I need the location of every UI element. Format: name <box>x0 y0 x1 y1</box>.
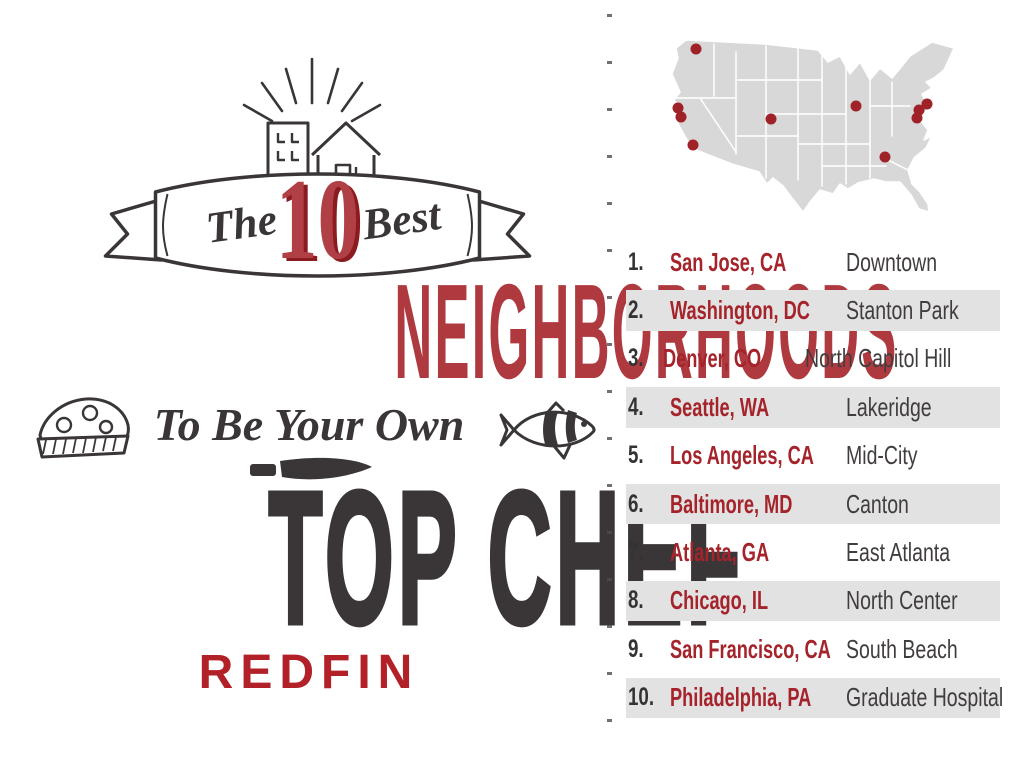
title-art-panel: The 10 10 Best NEIGHBORHOODS <box>0 57 896 700</box>
list-item: 2. Washington, DC Stanton Park <box>626 286 1000 335</box>
city-name: Baltimore, MD <box>670 488 793 519</box>
headline: NEIGHBORHOODS <box>0 264 896 399</box>
neighborhood-name: North Capitol Hill <box>804 343 952 374</box>
list-item: 3. Denver, CO North Capitol Hill <box>626 335 1000 383</box>
sun-rays-icon <box>242 57 382 123</box>
map-dot: San Jose, CA <box>675 111 687 123</box>
neighborhood-name: Mid-City <box>846 440 918 471</box>
neighborhood-name: Stanton Park <box>846 295 959 326</box>
ribbon-tail-right <box>471 198 532 262</box>
neighborhood-name: North Center <box>846 585 958 616</box>
neighborhood-name: South Beach <box>846 633 958 664</box>
map-dot: Washington, DC <box>911 112 923 124</box>
rank-number: 6. <box>628 489 644 518</box>
city-name: Chicago, IL <box>670 585 769 616</box>
rank-number: 8. <box>628 586 644 615</box>
neighborhood-name: Graduate Hospital <box>846 682 1004 713</box>
knife-icon <box>250 457 372 480</box>
banner-word-the: The <box>203 194 280 252</box>
ribbon-crease-right <box>466 193 473 257</box>
neighborhood-name: Canton <box>846 488 909 519</box>
city-name: San Francisco, CA <box>670 633 831 664</box>
crust-hatching <box>42 436 117 455</box>
subtitle: To Be Your Own <box>0 398 618 451</box>
city-name: Philadelphia, PA <box>670 682 812 713</box>
map-dot: Atlanta, GA <box>879 151 891 163</box>
map-dots: Seattle, WA San Francisco, CASan Jose, CA… <box>672 43 933 163</box>
knife-blade <box>280 457 372 480</box>
rank-number: 4. <box>628 392 644 421</box>
subtitle-text: To Be Your Own <box>153 399 465 450</box>
fish-icon <box>499 401 596 460</box>
banner-number-shadow: 10 <box>280 160 364 285</box>
banner-word-best: Best <box>358 190 445 250</box>
ribbon-banner-icon: The 10 10 Best <box>103 160 532 285</box>
knife-handle <box>250 464 276 476</box>
map-dot: Philadelphia, PA <box>921 98 933 110</box>
svg-text:10: 10 <box>280 160 364 285</box>
house-icon <box>310 121 382 185</box>
map-dot: Chicago, IL <box>850 100 862 112</box>
rank-number: 2. <box>628 296 644 325</box>
city-name: Atlanta, GA <box>670 537 770 568</box>
svg-text:10: 10 <box>276 160 360 283</box>
rank-number: 1. <box>628 247 644 276</box>
pizza-icon <box>36 397 130 459</box>
ribbon-crease-left <box>162 193 169 257</box>
map-dot: Denver, CO <box>765 113 777 125</box>
rank-number: 10. <box>628 683 655 712</box>
list-item: 4. Seattle, WA Lakeridge <box>626 383 1000 432</box>
tower-windows <box>276 133 299 162</box>
list-item: 10. Philadelphia, PA Graduate Hospital <box>626 673 1003 722</box>
neighborhood-name: Lakeridge <box>846 391 932 422</box>
map-dot: Los Angeles, CA <box>687 139 699 151</box>
neighborhood-name: East Atlanta <box>846 537 951 568</box>
list-item: 1. San Jose, CA Downtown <box>626 238 1000 286</box>
rank-number: 7. <box>628 538 644 567</box>
list-item: 5. Los Angeles, CA Mid-City <box>626 432 1000 480</box>
neighborhood-ranking-list: 1. San Jose, CA Downtown 2. Washington, … <box>626 238 1003 722</box>
city-name: Los Angeles, CA <box>670 440 814 471</box>
list-item: 6. Baltimore, MD Canton <box>626 479 1000 529</box>
map-dot: Seattle, WA <box>690 43 702 55</box>
list-item: 7. Atlanta, GA East Atlanta <box>626 528 1000 576</box>
city-name: Denver, CO <box>663 343 762 374</box>
us-map-outline <box>671 39 955 213</box>
main-title: TOP CHEF <box>0 462 742 656</box>
ribbon-band <box>153 172 482 278</box>
banner-number: 10 <box>276 160 360 283</box>
map-dot: San Francisco, CA <box>672 102 684 114</box>
list-item: 8. Chicago, IL North Center <box>626 576 1000 626</box>
ribbon-tail-left <box>103 198 164 262</box>
fish-eye <box>581 421 587 427</box>
state-borders <box>672 43 911 187</box>
brand-logo-text: REDFIN <box>198 646 420 699</box>
rank-number: 3. <box>628 344 644 373</box>
city-name: Seattle, WA <box>670 391 770 422</box>
fish-stripes <box>543 410 587 447</box>
city-name: Washington, DC <box>670 295 810 326</box>
us-map: Seattle, WA San Francisco, CASan Jose, CA… <box>671 39 955 213</box>
brand-logo: REDFIN <box>0 645 618 700</box>
list-item: 9. San Francisco, CA South Beach <box>626 625 1000 673</box>
dotted-divider <box>607 14 612 756</box>
rank-number: 9. <box>628 634 644 663</box>
city-name: San Jose, CA <box>670 246 787 277</box>
rank-number: 5. <box>628 441 644 470</box>
neighborhood-name: Downtown <box>846 246 938 277</box>
